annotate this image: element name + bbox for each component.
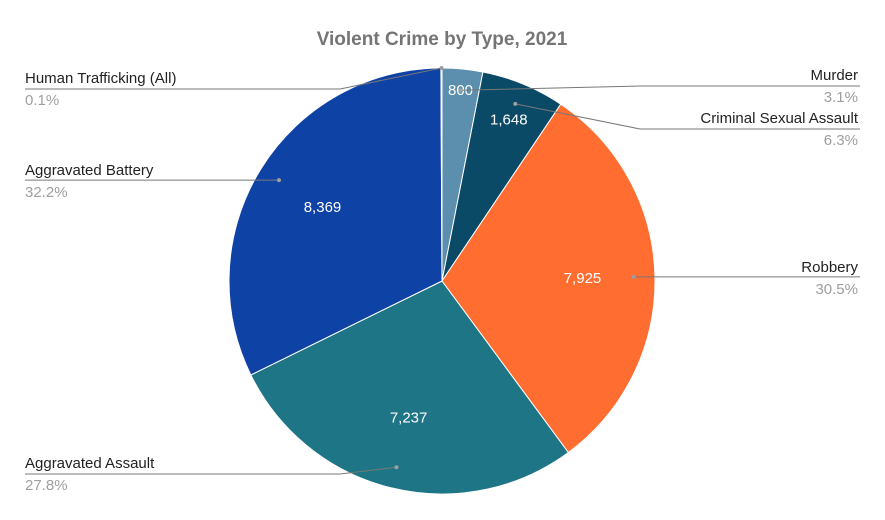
slice-label-aggravated-battery: Aggravated Battery — [25, 162, 154, 179]
leader-dot-criminal-sexual-assault — [513, 101, 518, 106]
leader-line-human-trafficking-all — [25, 67, 442, 90]
slice-value-robbery: 7,925 — [564, 270, 602, 287]
slice-percent-aggravated-assault: 27.8% — [25, 477, 68, 494]
leader-dot-robbery — [631, 274, 636, 279]
slice-value-criminal-sexual-assault: 1,648 — [490, 112, 528, 129]
slice-label-robbery: Robbery — [801, 259, 858, 276]
leader-dot-murder — [458, 88, 463, 93]
pie-slice-aggravated-assault — [250, 280, 570, 495]
pie-slice-robbery — [441, 103, 656, 454]
chart-title: Violent Crime by Type, 2021 — [317, 29, 568, 50]
slice-label-human-trafficking-all: Human Trafficking (All) — [25, 70, 176, 87]
slice-percent-murder: 3.1% — [824, 89, 858, 106]
slice-percent-robbery: 30.5% — [815, 281, 858, 298]
slice-percent-criminal-sexual-assault: 6.3% — [824, 132, 858, 149]
leader-dot-aggravated-battery — [277, 178, 281, 183]
slice-label-criminal-sexual-assault: Criminal Sexual Assault — [700, 110, 858, 127]
leader-dot-aggravated-assault — [394, 465, 399, 470]
slice-callouts: Murder 3.1% Criminal Sexual Assault 6.3% Rob… — [25, 66, 860, 494]
leader-line-murder — [460, 85, 860, 91]
slice-percent-human-trafficking-all: 0.1% — [25, 92, 59, 109]
leader-line-criminal-sexual-assault — [515, 103, 860, 130]
slice-percent-aggravated-battery: 32.2% — [25, 184, 68, 201]
pie-slice-aggravated-battery — [228, 67, 443, 376]
slice-value-aggravated-assault: 7,237 — [390, 410, 428, 427]
slice-value-aggravated-battery: 8,369 — [304, 199, 342, 216]
leader-dot-human-trafficking-all — [439, 66, 444, 70]
slice-label-aggravated-assault: Aggravated Assault — [25, 455, 155, 472]
slice-label-murder: Murder — [810, 67, 858, 84]
leader-line-aggravated-assault — [25, 466, 397, 475]
